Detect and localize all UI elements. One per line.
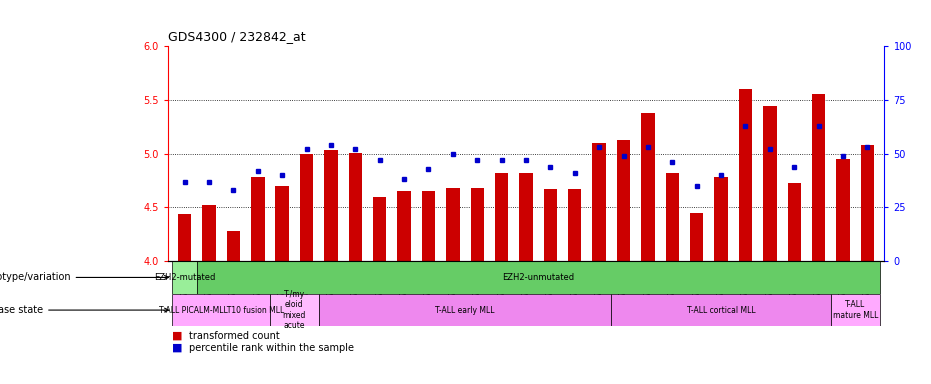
Bar (470, 188, 484, 261)
Bar (592, 143, 606, 261)
Text: T-ALL early MLL: T-ALL early MLL (436, 306, 494, 314)
Text: EZH2-unmutated: EZH2-unmutated (502, 273, 574, 282)
Bar (763, 106, 776, 261)
Bar (300, 154, 313, 261)
Bar (666, 173, 679, 261)
Bar (318, 294, 612, 326)
Text: genotype/variation: genotype/variation (0, 272, 169, 283)
Bar (836, 159, 850, 261)
Text: percentile rank within the sample: percentile rank within the sample (189, 343, 354, 353)
Bar (860, 145, 874, 261)
Text: EZH2-mutated: EZH2-mutated (154, 273, 215, 282)
Bar (714, 177, 728, 261)
Bar (641, 113, 654, 261)
Text: T-/my
eloid
mixed
acute: T-/my eloid mixed acute (283, 290, 306, 330)
Bar (422, 191, 435, 261)
Bar (812, 94, 825, 261)
Bar (788, 183, 801, 261)
Bar (568, 189, 582, 261)
Bar (830, 294, 880, 326)
Text: GDS4300 / 232842_at: GDS4300 / 232842_at (168, 30, 305, 43)
Bar (617, 140, 630, 261)
Text: ■: ■ (172, 343, 182, 353)
Bar (172, 261, 196, 294)
Bar (544, 189, 557, 261)
Text: T-ALL cortical MLL: T-ALL cortical MLL (687, 306, 755, 314)
Bar (495, 173, 508, 261)
Bar (178, 214, 192, 261)
Bar (270, 294, 318, 326)
Bar (276, 186, 289, 261)
Bar (324, 151, 338, 261)
Bar (251, 177, 264, 261)
Bar (612, 294, 830, 326)
Bar (373, 197, 386, 261)
Text: disease state: disease state (0, 305, 169, 315)
Text: T-ALL
mature MLL: T-ALL mature MLL (832, 300, 878, 320)
Bar (202, 205, 216, 261)
Bar (227, 231, 240, 261)
Bar (398, 191, 411, 261)
Bar (348, 152, 362, 261)
Text: transformed count: transformed count (189, 331, 279, 341)
Bar (172, 294, 270, 326)
Bar (690, 213, 704, 261)
Bar (446, 188, 460, 261)
Bar (739, 89, 752, 261)
Text: ■: ■ (172, 331, 182, 341)
Bar (519, 173, 533, 261)
Text: T-ALL PICALM-MLLT10 fusion MLL: T-ALL PICALM-MLLT10 fusion MLL (158, 306, 284, 314)
